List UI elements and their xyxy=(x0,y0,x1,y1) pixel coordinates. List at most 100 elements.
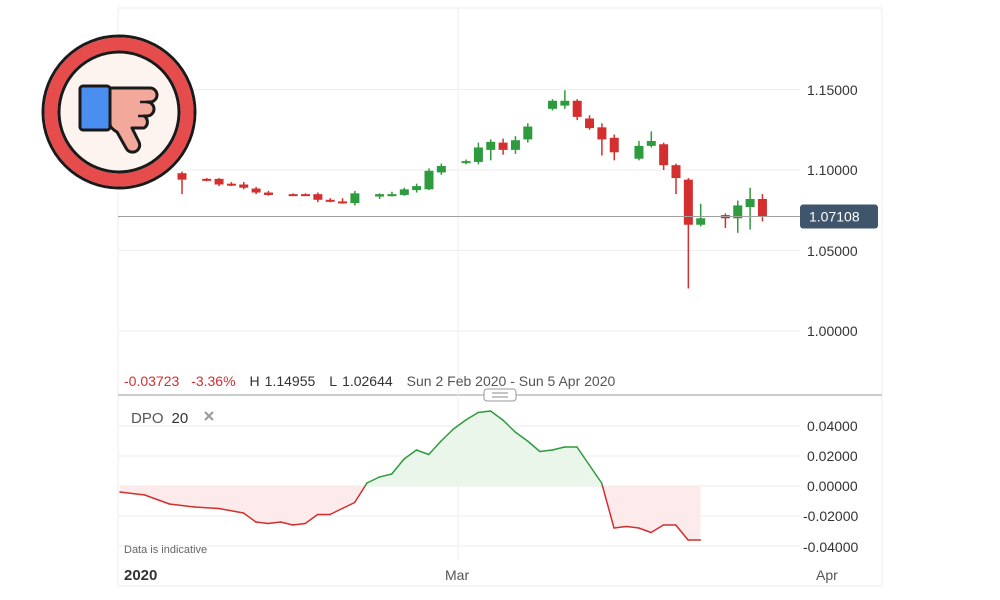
candle-down xyxy=(659,142,669,170)
dpo-positive-fill xyxy=(527,441,540,486)
candle-body xyxy=(350,193,360,204)
dpo-line-negative xyxy=(168,503,195,508)
dpo-line-negative xyxy=(625,525,640,529)
candle-body xyxy=(263,192,273,195)
candle-up xyxy=(461,159,471,165)
dpo-line-positive xyxy=(477,410,492,414)
dpo-positive-fill xyxy=(416,450,429,486)
candle-body xyxy=(325,199,335,202)
candle-down xyxy=(251,186,261,195)
candle-up xyxy=(387,191,397,197)
current-price-tag-bg xyxy=(800,204,878,229)
candle-down xyxy=(263,190,273,196)
candle-body xyxy=(177,173,187,180)
dpo-line-positive xyxy=(415,449,430,456)
dpo-positive-fill xyxy=(515,432,528,486)
dpo-line-negative xyxy=(267,521,282,525)
candle-up xyxy=(375,193,385,199)
dpo-positive-fill xyxy=(502,420,516,486)
badge-outer-ring xyxy=(41,34,197,190)
dpo-negative-fill xyxy=(651,486,664,533)
price-gridlines xyxy=(118,89,800,332)
dpo-negative-fill xyxy=(329,486,343,515)
dpo-negative-fill xyxy=(169,486,195,507)
thumbs-down-finger-lines xyxy=(138,100,150,118)
dpo-y-tick-label: -0.02000 xyxy=(803,508,858,524)
candle-body xyxy=(424,170,434,190)
thumbs-down-badge xyxy=(41,34,197,190)
price-y-axis: 1.15000 1.10000 1.05000 1.00000 xyxy=(807,82,858,339)
dpo-negative-fill xyxy=(255,486,269,524)
y-tick-label: 1.10000 xyxy=(807,162,858,178)
dpo-indicator-name: DPO xyxy=(131,410,164,427)
dpo-line-negative xyxy=(329,507,344,516)
candle-body xyxy=(202,178,212,181)
dpo-y-tick-label: 0.04000 xyxy=(807,418,858,434)
pane-resize-handle[interactable] xyxy=(483,388,517,402)
candle-body xyxy=(498,142,508,150)
current-price-label: 1.07108 xyxy=(809,209,860,225)
candle-up xyxy=(486,139,496,161)
candlestick-series xyxy=(177,90,767,289)
dpo-y-axis: 0.04000 0.02000 0.00000 -0.02000 -0.0400… xyxy=(803,418,858,555)
candle-down xyxy=(572,99,582,121)
dpo-negative-fill xyxy=(292,486,306,525)
candle-body xyxy=(572,100,582,117)
candle-down xyxy=(585,115,595,130)
badge-red-ring xyxy=(44,37,194,187)
candle-body xyxy=(548,100,557,109)
candle-body xyxy=(461,161,471,164)
candle-down xyxy=(202,178,212,182)
dpo-line-positive xyxy=(366,476,381,484)
candle-body xyxy=(609,137,619,153)
dpo-line-negative xyxy=(292,522,306,526)
dpo-negative-fill xyxy=(218,486,244,513)
dpo-line-positive xyxy=(588,464,603,484)
candle-up xyxy=(548,99,557,111)
candle-body xyxy=(757,198,767,217)
dpo-line-positive xyxy=(502,419,516,433)
candle-body xyxy=(745,198,755,208)
dpo-line-negative xyxy=(675,524,689,541)
dpo-line-negative xyxy=(255,521,269,525)
candle-body xyxy=(387,194,397,197)
thumbs-down-hand xyxy=(108,86,159,154)
dpo-y-tick-label: 0.02000 xyxy=(807,448,858,464)
candle-down xyxy=(720,213,730,228)
candle-down xyxy=(498,138,508,155)
y-tick-label: 1.00000 xyxy=(807,323,858,339)
chart-frame xyxy=(117,7,883,587)
candle-up xyxy=(634,141,644,161)
candle-body xyxy=(634,145,644,159)
dpo-line-negative xyxy=(242,512,257,523)
candle-down xyxy=(226,182,236,187)
dpo-positive-fill xyxy=(552,447,565,486)
dpo-line-positive xyxy=(539,449,553,453)
dpo-negative-fill xyxy=(614,486,627,528)
candle-down xyxy=(325,198,335,203)
dpo-line-negative xyxy=(637,527,652,534)
dpo-positive-fill xyxy=(404,450,417,486)
dpo-negative-fill xyxy=(663,486,676,525)
high-value: 1.14955 xyxy=(265,373,316,389)
candle-body xyxy=(288,194,298,197)
candle-body xyxy=(473,147,483,162)
x-tick-label: Apr xyxy=(816,567,838,583)
y-tick-label: 1.05000 xyxy=(807,243,858,259)
dpo-remove-icon[interactable] xyxy=(204,411,214,421)
dpo-line-positive xyxy=(378,473,393,478)
candle-up xyxy=(510,136,520,154)
dpo-line-negative xyxy=(601,485,615,529)
candle-up xyxy=(436,163,446,175)
candle-down xyxy=(609,134,619,161)
dpo-line-negative xyxy=(279,521,294,526)
dpo-line-negative xyxy=(218,507,245,514)
dpo-indicator-legend: DPO 20 xyxy=(131,410,188,427)
candle-up xyxy=(696,203,706,227)
x-tick-label: 2020 xyxy=(124,567,157,584)
dpo-negative-fill xyxy=(688,486,701,540)
candle-body xyxy=(733,205,743,219)
data-disclaimer: Data is indicative xyxy=(124,544,207,556)
candle-down xyxy=(597,123,607,156)
dpo-negative-fill xyxy=(675,486,689,540)
